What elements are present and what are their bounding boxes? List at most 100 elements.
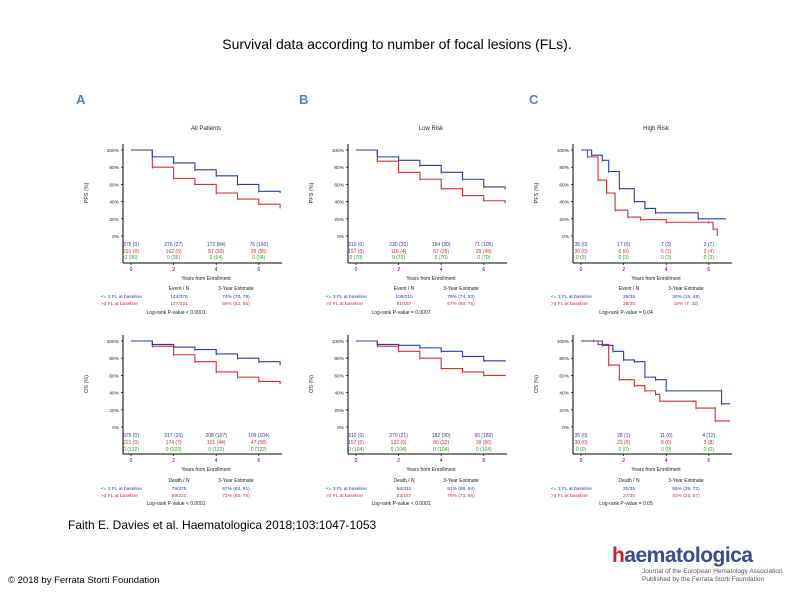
y-axis-label: OS (%) (534, 375, 540, 393)
y-tick-label: 100% (557, 339, 570, 345)
risk-table-cell: 0 (54) (252, 255, 265, 261)
legend-count: 56/310 (397, 486, 412, 492)
x-tick-label: 4 (215, 267, 218, 273)
x-tick-label: 6 (707, 267, 710, 273)
km-chart-3: High Risk PFS (%) 0% 20% 40% 60% 80% 100% 0 2 4 6 Ye… (534, 126, 733, 316)
y-axis-label: OS (%) (309, 375, 315, 393)
risk-table-cell: 157 (0) (348, 440, 364, 446)
legend-estimate: 72% (65, 79) (222, 493, 250, 499)
risk-table-cell: 132 (6) (391, 440, 407, 446)
legend-col1-header: Death / N (393, 478, 415, 484)
y-tick-label: 100% (557, 148, 570, 154)
risk-table-cell: 39 (66) (476, 440, 492, 446)
y-tick-label: 0% (112, 425, 120, 431)
logo-sub2: Published by the Ferrata Storti Foundati… (642, 576, 765, 583)
legend-col2-header: 3-Year Estimate (218, 286, 254, 292)
legend-count: 81/157 (397, 301, 412, 307)
x-tick-label: 4 (665, 267, 668, 273)
p-value: Log-rank P-value = 0.04 (599, 310, 653, 316)
risk-table-cell: 0 (3) (704, 255, 715, 261)
haematologica-logo: haematologica Journal of the European He… (612, 544, 783, 583)
legend-count: 144/375 (170, 294, 188, 300)
y-tick-label: 40% (109, 391, 119, 397)
x-axis-label: Years from Enrollment (406, 467, 456, 473)
legend-count: 27/30 (623, 493, 635, 499)
risk-table-cell: 0 (70) (349, 255, 362, 261)
risk-table-cell: 0 (70) (477, 255, 490, 261)
risk-table-cell: 116 (4) (391, 249, 407, 255)
legend-estimate: 79% (73, 86) (447, 493, 475, 499)
legend-estimate: 67% (60, 75) (447, 301, 475, 307)
y-tick-label: 100% (107, 339, 120, 345)
legend-estimate: 19% (7, 32) (674, 301, 699, 307)
legend-col2-header: 3-Year Estimate (218, 478, 254, 484)
risk-table-cell: 8 (6) (661, 440, 672, 446)
legend-col2-header: 3-Year Estimate (443, 286, 479, 292)
risk-table-cell: 0 (122) (251, 447, 267, 453)
x-tick-label: 0 (355, 458, 358, 464)
copyright: © 2018 by Ferrata Storti Foundation (8, 575, 160, 586)
legend-col1-header: Event / N (169, 286, 190, 292)
y-tick-label: 40% (334, 200, 344, 206)
risk-table-cell: 0 (36) (124, 255, 137, 261)
risk-table-cell: 95 (182) (474, 433, 493, 439)
x-tick-label: 4 (440, 458, 443, 464)
risk-table-cell: 0 (104) (391, 447, 407, 453)
legend-series-name: <= 3 FL at baseline (101, 486, 142, 492)
x-tick-label: 0 (580, 267, 583, 273)
y-tick-label: 0% (337, 234, 345, 240)
risk-table-cell: 0 (104) (348, 447, 364, 453)
x-tick-label: 0 (130, 458, 133, 464)
legend-series-name: <= 3 FL at baseline (551, 294, 592, 300)
x-tick-label: 6 (482, 267, 485, 273)
x-axis-label: Years from Enrollment (181, 467, 231, 473)
y-tick-label: 80% (559, 356, 569, 362)
risk-table-cell: 0 (3) (576, 255, 587, 261)
x-tick-label: 2 (397, 458, 400, 464)
legend-count: 53/157 (397, 493, 412, 499)
risk-table-cell: 80 (32) (433, 440, 449, 446)
legend-count: 127/221 (170, 301, 188, 307)
x-tick-label: 2 (397, 267, 400, 273)
risk-table-cell: 317 (20) (164, 433, 183, 439)
risk-table-cell: 35 (0) (574, 242, 587, 248)
risk-table-cell: 157 (0) (348, 249, 364, 255)
legend-count: 20/35 (623, 486, 635, 492)
legend-estimate: 74% (70, 79) (222, 294, 250, 300)
x-axis-label: Years from Enrollment (631, 276, 681, 282)
risk-table-cell: 76 (160) (249, 242, 268, 248)
p-value: Log-rank P-value < 0.0001 (371, 501, 430, 507)
legend-estimate: 91% (88, 94) (447, 486, 475, 492)
y-tick-label: 100% (332, 339, 345, 345)
y-tick-label: 0% (562, 234, 570, 240)
x-tick-label: 2 (622, 267, 625, 273)
p-value: Log-rank P-value < 0.0001 (146, 310, 205, 316)
legend-estimate: 41% (25, 57) (672, 493, 700, 499)
chart-title: All Patients (191, 126, 221, 132)
risk-table-cell: 0 (3) (661, 255, 672, 261)
x-tick-label: 6 (257, 267, 260, 273)
gt3-fl-curve (581, 149, 718, 236)
y-tick-label: 40% (109, 200, 119, 206)
risk-table-cell: 47 (58) (251, 440, 267, 446)
km-chart-5: OS (%) 0% 20% 40% 60% 80% 100% 0 2 4 6 Years from E… (309, 335, 508, 507)
y-tick-label: 100% (107, 148, 120, 154)
legend-series-name: <= 3 FL at baseline (326, 294, 367, 300)
risk-table-cell: 2 (7) (704, 242, 715, 248)
risk-table-cell: 2 (4) (704, 249, 715, 255)
y-tick-label: 40% (559, 200, 569, 206)
x-tick-label: 0 (130, 267, 133, 273)
km-chart-2: Low Risk PFS (%) 0% 20% 40% 60% 80% 100% 0 2 4 6 Yea… (309, 126, 508, 316)
y-tick-label: 60% (559, 182, 569, 188)
legend-series-name: >3 FL at baseline (326, 493, 363, 499)
legend-col2-header: 3-Year Estimate (668, 478, 704, 484)
legend-series-name: >3 FL at baseline (551, 301, 588, 307)
y-tick-label: 40% (559, 391, 569, 397)
risk-table-cell: 3 (8) (704, 440, 715, 446)
risk-table-cell: 101 (44) (207, 440, 226, 446)
legend-series-name: <= 3 FL at baseline (551, 486, 592, 492)
risk-table-cell: 0 (0) (661, 447, 672, 453)
risk-table-cell: 28 (1) (617, 433, 630, 439)
legend-series-name: <= 3 FL at baseline (326, 486, 367, 492)
